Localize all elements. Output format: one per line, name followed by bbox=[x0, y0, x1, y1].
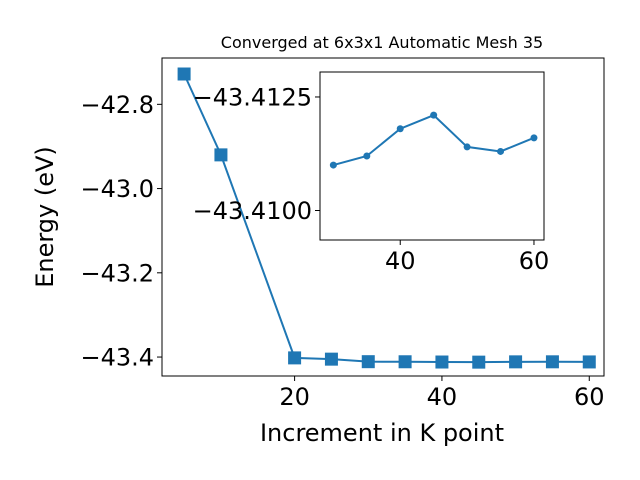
data-point bbox=[430, 111, 438, 119]
y-tick-label: −43.0 bbox=[80, 175, 154, 203]
data-point bbox=[214, 148, 228, 162]
y-tick-label: −43.4125 bbox=[193, 84, 312, 112]
inset-series bbox=[329, 111, 538, 169]
data-point bbox=[329, 161, 337, 169]
data-point bbox=[435, 355, 449, 369]
inset-plot: 40 60 −43.4125 −43.4100 bbox=[193, 71, 549, 275]
data-point bbox=[324, 352, 338, 366]
inset-plot-frame bbox=[319, 71, 545, 241]
data-point bbox=[545, 355, 559, 369]
data-point bbox=[177, 67, 191, 81]
data-point bbox=[363, 152, 371, 160]
y-axis-label: Energy (eV) bbox=[31, 146, 59, 288]
x-tick-label: 60 bbox=[519, 247, 550, 275]
data-point bbox=[463, 143, 471, 151]
y-tick-label: −42.8 bbox=[80, 91, 154, 119]
x-tick-label: 40 bbox=[385, 247, 416, 275]
main-plot-frame bbox=[161, 57, 605, 377]
inset-y-axis: −43.4125 −43.4100 bbox=[193, 84, 320, 225]
x-tick-label: 40 bbox=[427, 383, 458, 411]
data-point bbox=[361, 355, 375, 369]
data-point bbox=[497, 147, 505, 155]
main-series bbox=[177, 67, 596, 369]
data-point bbox=[472, 355, 486, 369]
main-y-axis: −42.8 −43.0 −43.2 −43.4 bbox=[80, 91, 162, 372]
data-point bbox=[398, 355, 412, 369]
y-tick-label: −43.4 bbox=[80, 344, 154, 372]
x-tick-label: 20 bbox=[279, 383, 310, 411]
inset-x-axis: 40 60 bbox=[385, 240, 549, 275]
y-tick-label: −43.2 bbox=[80, 259, 154, 287]
main-x-axis: 20 40 60 bbox=[279, 376, 605, 411]
x-tick-label: 60 bbox=[574, 383, 605, 411]
data-point bbox=[288, 351, 302, 365]
data-point bbox=[509, 355, 523, 369]
y-tick-label: −43.4100 bbox=[193, 197, 312, 225]
data-point bbox=[396, 125, 404, 133]
x-axis-label: Increment in K point bbox=[260, 419, 504, 447]
data-point bbox=[582, 355, 596, 369]
data-point bbox=[530, 134, 538, 142]
chart-title: Converged at 6x3x1 Automatic Mesh 35 bbox=[221, 33, 543, 52]
main-plot: 20 40 60 −42.8 −43.0 −43.2 −43.4 bbox=[80, 57, 605, 411]
